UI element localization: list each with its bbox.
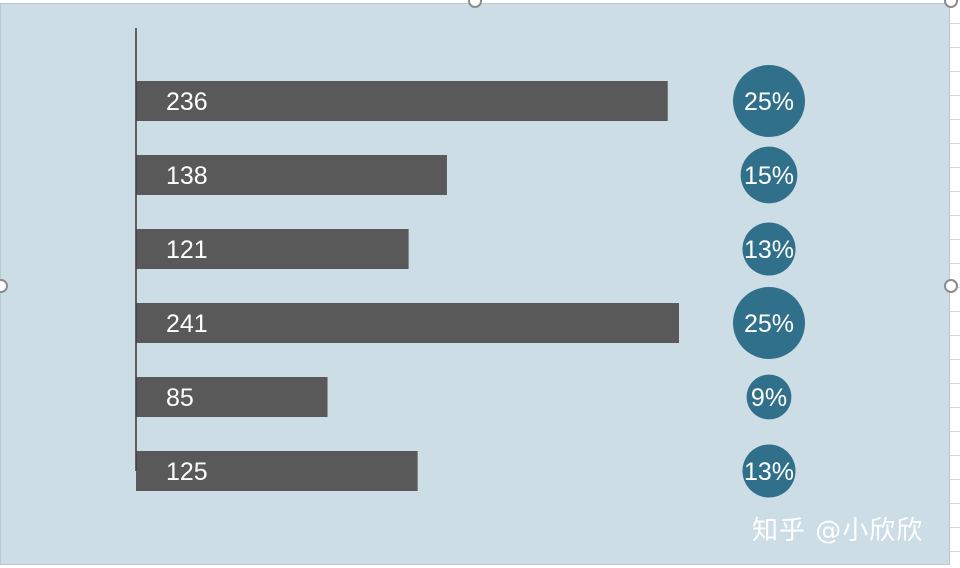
- bar-chart: 236 138 121 241 85 125 25% 15% 13% 25% 9% 13%: [135, 28, 805, 498]
- chart-area[interactable]: 236 138 121 241 85 125 25% 15% 13% 25% 9% 13%: [0, 3, 950, 565]
- bar-2[interactable]: [136, 155, 447, 195]
- resize-handle-top[interactable]: [468, 0, 482, 8]
- bars-layer: 236 138 121 241 85 125: [136, 81, 679, 491]
- bar-4[interactable]: [136, 303, 679, 343]
- bar-value-label-6: 125: [166, 458, 208, 486]
- percent-label-2: 15%: [744, 162, 794, 190]
- percent-label-1: 25%: [744, 88, 794, 116]
- percent-label-5: 9%: [751, 384, 787, 412]
- percent-label-4: 25%: [744, 310, 794, 338]
- watermark-text: 知乎 @小欣欣: [752, 516, 924, 546]
- bar-value-label-5: 85: [166, 384, 194, 412]
- bar-5[interactable]: [136, 377, 328, 417]
- percent-bubbles-layer: 25% 15% 13% 25% 9% 13%: [733, 65, 805, 498]
- percent-bubble-3[interactable]: [742, 222, 796, 276]
- bar-1[interactable]: [136, 81, 668, 121]
- percent-bubble-6[interactable]: [742, 444, 796, 498]
- resize-handle-right[interactable]: [944, 279, 958, 293]
- resize-handle-top-right[interactable]: [944, 0, 958, 8]
- percent-bubble-5[interactable]: [746, 374, 792, 420]
- bar-value-label-3: 121: [166, 236, 208, 264]
- percent-bubble-4[interactable]: [733, 287, 805, 359]
- bar-6[interactable]: [136, 451, 418, 491]
- percent-bubble-1[interactable]: [733, 65, 805, 137]
- percent-bubble-2[interactable]: [740, 146, 798, 204]
- bar-value-label-2: 138: [166, 162, 208, 190]
- percent-label-6: 13%: [744, 458, 794, 486]
- bar-value-label-4: 241: [166, 310, 208, 338]
- percent-label-3: 13%: [744, 236, 794, 264]
- resize-handle-left[interactable]: [0, 279, 8, 293]
- bar-value-label-1: 236: [166, 88, 208, 116]
- bar-3[interactable]: [136, 229, 409, 269]
